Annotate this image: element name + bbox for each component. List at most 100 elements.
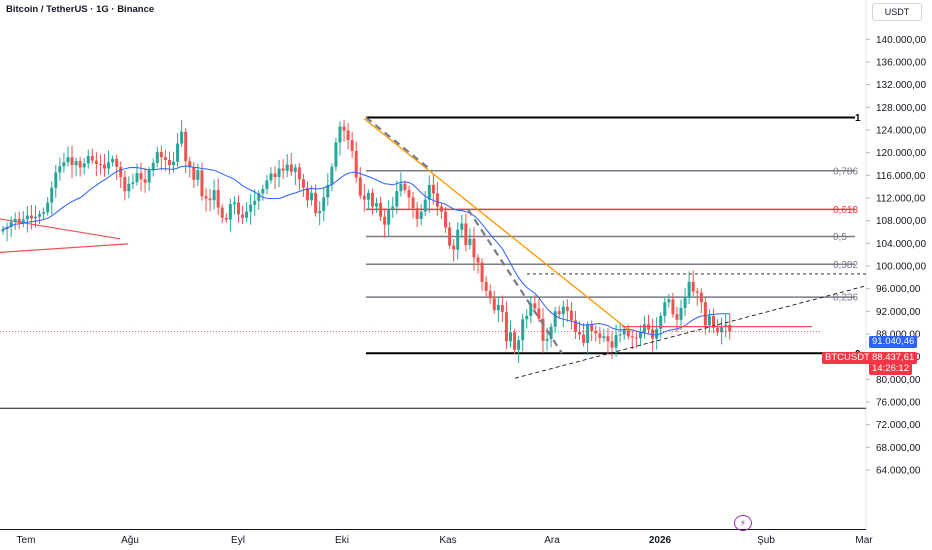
candle-body bbox=[594, 331, 598, 334]
candle-body bbox=[687, 281, 691, 298]
candle-body bbox=[472, 238, 476, 258]
candle-body bbox=[492, 298, 496, 311]
candle-body bbox=[90, 156, 94, 161]
candle-body bbox=[265, 180, 269, 189]
candle-body bbox=[557, 311, 561, 315]
projection-line-2 bbox=[467, 208, 563, 354]
candle-body bbox=[626, 328, 630, 337]
candle-body bbox=[123, 177, 127, 192]
price-axis-label: 68.000,00 bbox=[876, 443, 921, 454]
candle-body bbox=[257, 193, 261, 201]
candle-body bbox=[326, 184, 330, 198]
candle-body bbox=[569, 310, 573, 321]
candle-body bbox=[358, 177, 362, 196]
candle-body bbox=[537, 308, 541, 319]
candle-body bbox=[98, 163, 102, 165]
candle-body bbox=[25, 215, 29, 220]
price-axis-label: 116.000,00 bbox=[876, 171, 926, 182]
price-axis-label: 72.000,00 bbox=[876, 420, 921, 431]
candle-body bbox=[464, 223, 468, 246]
price-axis-label: 96.000,00 bbox=[876, 284, 921, 295]
candle-body bbox=[346, 130, 350, 141]
candle-body bbox=[370, 192, 374, 207]
candle-body bbox=[468, 238, 472, 246]
candle-body bbox=[500, 305, 504, 312]
time-axis-label: Ağu bbox=[121, 535, 139, 546]
candle-body bbox=[273, 173, 277, 178]
candle-body bbox=[667, 299, 671, 303]
candle-body bbox=[651, 329, 655, 339]
candle-body bbox=[383, 216, 387, 225]
currency-selector[interactable]: USDT bbox=[872, 3, 922, 21]
price-axis-label: 124.000,00 bbox=[876, 125, 926, 136]
candle-body bbox=[245, 211, 249, 218]
candle-body bbox=[176, 143, 180, 162]
last-price-tag: 88.437,61 bbox=[869, 352, 918, 364]
moving-average-line bbox=[2, 165, 730, 336]
candle-body bbox=[293, 167, 297, 172]
candle-body bbox=[115, 158, 119, 167]
candle-body bbox=[103, 164, 106, 169]
candle-body bbox=[269, 173, 273, 181]
candle-body bbox=[691, 281, 695, 292]
candle-body bbox=[521, 319, 525, 341]
price-axis-label: 128.000,00 bbox=[876, 103, 926, 114]
lightning-event-icon[interactable]: ⚡ bbox=[734, 515, 752, 531]
candle-body bbox=[362, 195, 366, 200]
candle-body bbox=[679, 307, 683, 320]
chart-title: Bitcoin / TetherUS · 1G · Binance bbox=[6, 4, 155, 15]
candle-body bbox=[452, 245, 456, 250]
price-axis-label: 132.000,00 bbox=[876, 80, 926, 91]
candle-body bbox=[602, 336, 606, 338]
candle-body bbox=[529, 303, 533, 316]
candle-body bbox=[306, 187, 309, 201]
candle-body bbox=[354, 150, 358, 178]
candle-body bbox=[659, 315, 663, 329]
candle-body bbox=[630, 336, 634, 338]
time-axis-label: Şub bbox=[757, 535, 775, 546]
candle-body bbox=[638, 332, 642, 338]
candle-body bbox=[139, 173, 143, 180]
candle-body bbox=[310, 192, 314, 201]
candle-body bbox=[78, 161, 82, 168]
candle-body bbox=[403, 183, 407, 191]
price-axis-label: 64.000,00 bbox=[876, 466, 921, 477]
candle-body bbox=[70, 157, 74, 166]
candle-body bbox=[46, 202, 50, 213]
left-trendline-lower bbox=[0, 243, 129, 253]
candle-body bbox=[261, 188, 265, 194]
candle-body bbox=[387, 208, 391, 225]
candle-body bbox=[610, 341, 614, 348]
candle-body bbox=[517, 340, 521, 350]
fib-level-label: 1 bbox=[855, 113, 861, 124]
candle-body bbox=[249, 204, 253, 212]
candle-body bbox=[663, 302, 667, 316]
price-axis-label: 104.000,00 bbox=[876, 239, 926, 250]
candle-body bbox=[163, 157, 167, 161]
candle-body bbox=[533, 303, 537, 309]
candle-body bbox=[50, 187, 54, 203]
candle-body bbox=[565, 306, 569, 311]
countdown-tag: 14:26:12 bbox=[869, 363, 912, 375]
candle-body bbox=[38, 213, 42, 217]
candle-body bbox=[525, 315, 529, 320]
candle-body bbox=[399, 183, 403, 192]
candle-body bbox=[322, 197, 326, 212]
candle-body bbox=[33, 216, 37, 219]
candle-body bbox=[159, 152, 163, 158]
candle-body bbox=[54, 172, 58, 188]
candle-body bbox=[695, 291, 699, 293]
candle-body bbox=[606, 336, 610, 342]
candle-body bbox=[561, 306, 565, 315]
candle-body bbox=[590, 324, 594, 332]
candle-body bbox=[703, 302, 707, 326]
symbol-tag: BTCUSDT bbox=[822, 352, 873, 364]
candle-body bbox=[74, 161, 78, 166]
candle-body bbox=[509, 332, 512, 342]
candle-body bbox=[94, 160, 98, 164]
candle-body bbox=[411, 197, 415, 209]
candle-body bbox=[208, 198, 212, 201]
price-axis-label: 76.000,00 bbox=[876, 397, 921, 408]
